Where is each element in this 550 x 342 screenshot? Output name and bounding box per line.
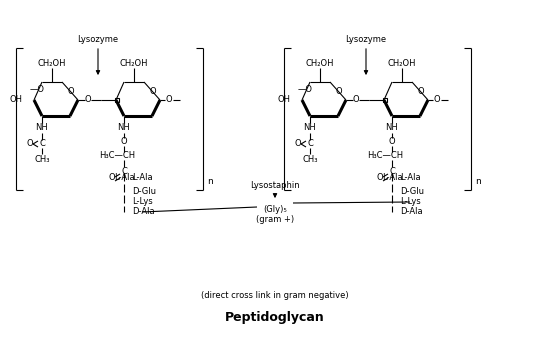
Text: Lysozyme: Lysozyme — [345, 36, 387, 44]
Text: CH₂OH: CH₂OH — [38, 58, 66, 67]
Text: L-Lys: L-Lys — [132, 197, 153, 207]
Text: (gram +): (gram +) — [256, 214, 294, 224]
Text: C: C — [389, 167, 395, 175]
Text: O: O — [389, 137, 395, 146]
Text: CH₂OH: CH₂OH — [120, 58, 148, 67]
Text: O: O — [417, 87, 424, 95]
Text: n: n — [207, 177, 213, 186]
Text: O: O — [434, 95, 441, 105]
Text: (Gly)₅: (Gly)₅ — [263, 205, 287, 213]
Text: Lysozyme: Lysozyme — [78, 36, 119, 44]
Text: OH: OH — [10, 95, 23, 105]
Text: H₃C—CH: H₃C—CH — [99, 152, 135, 160]
Text: CH₃: CH₃ — [34, 155, 50, 163]
Text: (direct cross link in gram negative): (direct cross link in gram negative) — [201, 290, 349, 300]
Text: n: n — [475, 177, 481, 186]
Bar — [115, 98, 119, 102]
Text: D-Glu: D-Glu — [132, 186, 156, 196]
Text: O: O — [377, 173, 383, 183]
Text: C: C — [39, 140, 45, 148]
Text: D-Ala: D-Ala — [132, 208, 155, 216]
Text: O: O — [295, 140, 301, 148]
Text: L-Ala: L-Ala — [400, 172, 421, 182]
Text: O: O — [120, 137, 127, 146]
Text: O: O — [109, 173, 116, 183]
Text: L-Ala: L-Ala — [114, 173, 134, 183]
Text: O: O — [68, 87, 74, 95]
Bar — [383, 98, 387, 102]
Text: —O: —O — [298, 86, 313, 94]
Text: O: O — [27, 140, 34, 148]
Text: H₃C—CH: H₃C—CH — [367, 152, 403, 160]
Text: L-Lys: L-Lys — [400, 197, 421, 207]
Text: O: O — [336, 87, 342, 95]
Text: CH₃: CH₃ — [302, 155, 318, 163]
Text: CH₂OH: CH₂OH — [388, 58, 416, 67]
Text: Peptidoglycan: Peptidoglycan — [225, 312, 325, 325]
Text: O: O — [150, 87, 156, 95]
Text: NH: NH — [36, 123, 48, 132]
Text: NH: NH — [386, 123, 398, 132]
Text: NH: NH — [304, 123, 316, 132]
Text: Lysostaphin: Lysostaphin — [250, 181, 300, 189]
Text: C: C — [307, 140, 313, 148]
Text: —O: —O — [30, 86, 45, 94]
Text: D-Ala: D-Ala — [400, 208, 422, 216]
Text: C: C — [121, 167, 127, 175]
Text: L-Ala: L-Ala — [132, 172, 153, 182]
Text: O: O — [353, 95, 359, 105]
Text: O: O — [85, 95, 91, 105]
Text: L-Ala: L-Ala — [382, 173, 402, 183]
Text: OH: OH — [278, 95, 291, 105]
Text: CH₂OH: CH₂OH — [306, 58, 334, 67]
Text: D-Glu: D-Glu — [400, 186, 424, 196]
Text: NH: NH — [118, 123, 130, 132]
Text: O: O — [166, 95, 172, 105]
